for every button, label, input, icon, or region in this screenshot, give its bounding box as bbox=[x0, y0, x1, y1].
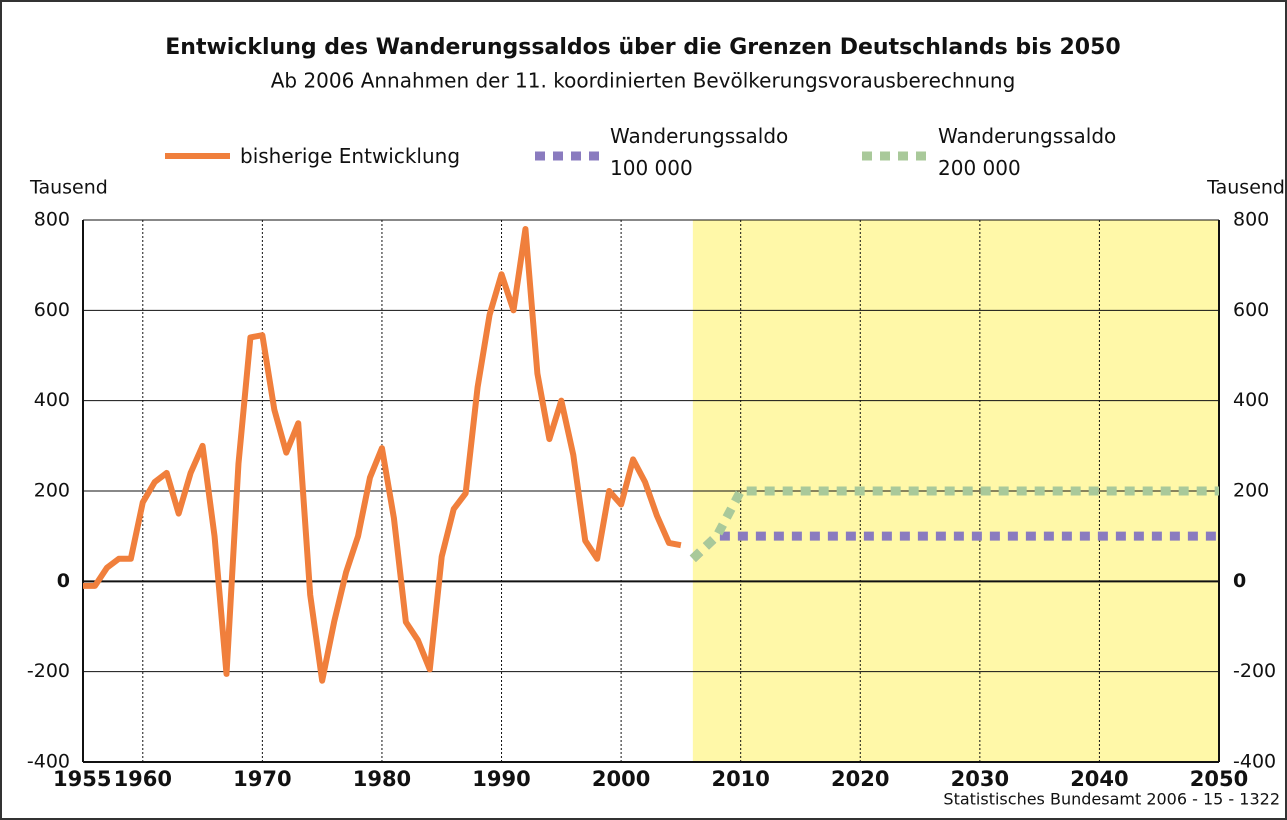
y-tick-label: -400 bbox=[27, 751, 70, 773]
x-tick-label: 1960 bbox=[114, 767, 172, 791]
y-tick-label: 0 bbox=[57, 570, 70, 592]
y2-tick-label: -200 bbox=[1233, 660, 1276, 682]
x-tick-label: 2050 bbox=[1190, 767, 1248, 791]
y2-tick-label: 0 bbox=[1233, 570, 1246, 592]
y-tick-label: 800 bbox=[34, 209, 70, 231]
legend-label: Wanderungssaldo 200 000 bbox=[938, 124, 1117, 180]
y2-tick-label: -400 bbox=[1233, 751, 1276, 773]
y-tick-label: 400 bbox=[34, 389, 70, 411]
x-tick-label: 2020 bbox=[831, 767, 889, 791]
x-tick-label: 2040 bbox=[1070, 767, 1128, 791]
x-tick-label: 2010 bbox=[711, 767, 769, 791]
x-tick-label: 1980 bbox=[353, 767, 411, 791]
y2-tick-label: 600 bbox=[1233, 299, 1269, 321]
y2-tick-label: 400 bbox=[1233, 389, 1269, 411]
legend-label: bisherige Entwicklung bbox=[240, 144, 461, 168]
series-line bbox=[689, 486, 1219, 563]
y2-tick-label: 200 bbox=[1233, 480, 1269, 502]
chart-subtitle: Ab 2006 Annahmen der 11. koordinierten B… bbox=[271, 69, 1016, 93]
y2-axis-label: Tausend bbox=[1206, 177, 1285, 199]
legend-label: Wanderungssaldo 100 000 bbox=[610, 124, 789, 180]
chart-title: Entwicklung des Wanderungssaldos über di… bbox=[165, 35, 1120, 60]
y-tick-label: 200 bbox=[34, 480, 70, 502]
source: Statistisches Bundesamt 2006 - 15 - 1322 bbox=[943, 790, 1280, 809]
x-tick-label: 1990 bbox=[472, 767, 530, 791]
y-tick-label: 600 bbox=[34, 299, 70, 321]
x-tick-label: 2030 bbox=[951, 767, 1009, 791]
series-line bbox=[689, 531, 1219, 563]
x-tick-label: 2000 bbox=[592, 767, 650, 791]
y-tick-label: -200 bbox=[27, 660, 70, 682]
series-line bbox=[83, 226, 682, 684]
y-axis-label: Tausend bbox=[29, 177, 108, 199]
x-tick-label: 1970 bbox=[233, 767, 291, 791]
y2-tick-label: 800 bbox=[1233, 209, 1269, 231]
x-tick-label: 1955 bbox=[53, 767, 111, 791]
